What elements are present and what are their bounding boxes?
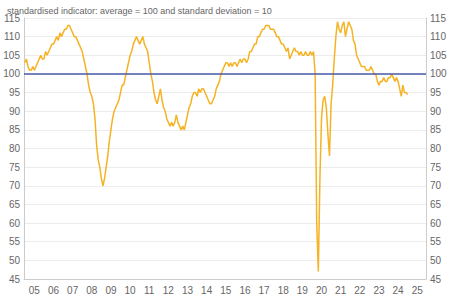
svg-text:115: 115 bbox=[4, 12, 20, 24]
svg-text:70: 70 bbox=[430, 180, 442, 191]
svg-text:07: 07 bbox=[67, 285, 79, 296]
svg-text:65: 65 bbox=[9, 199, 21, 210]
svg-text:80: 80 bbox=[430, 143, 442, 154]
svg-text:21: 21 bbox=[335, 285, 347, 296]
svg-text:45: 45 bbox=[430, 274, 442, 285]
svg-text:55: 55 bbox=[430, 236, 442, 247]
svg-text:100: 100 bbox=[430, 68, 447, 79]
svg-text:55: 55 bbox=[9, 236, 21, 247]
svg-text:14: 14 bbox=[201, 285, 213, 296]
svg-text:90: 90 bbox=[430, 106, 442, 117]
svg-text:80: 80 bbox=[9, 143, 21, 154]
svg-text:75: 75 bbox=[430, 162, 442, 173]
svg-text:100: 100 bbox=[3, 68, 20, 79]
svg-text:05: 05 bbox=[29, 285, 41, 296]
svg-text:45: 45 bbox=[9, 274, 21, 285]
svg-text:19: 19 bbox=[297, 285, 309, 296]
svg-text:95: 95 bbox=[430, 87, 442, 98]
svg-text:65: 65 bbox=[430, 199, 442, 210]
svg-text:85: 85 bbox=[9, 124, 21, 135]
svg-text:23: 23 bbox=[373, 285, 385, 296]
svg-text:90: 90 bbox=[9, 106, 21, 117]
svg-text:06: 06 bbox=[48, 285, 60, 296]
svg-text:105: 105 bbox=[3, 50, 20, 61]
svg-text:16: 16 bbox=[239, 285, 251, 296]
svg-text:60: 60 bbox=[430, 218, 442, 229]
svg-text:25: 25 bbox=[412, 285, 424, 296]
svg-text:08: 08 bbox=[86, 285, 98, 296]
svg-text:85: 85 bbox=[430, 124, 442, 135]
svg-text:12: 12 bbox=[163, 285, 175, 296]
svg-text:17: 17 bbox=[259, 285, 271, 296]
svg-text:13: 13 bbox=[182, 285, 194, 296]
svg-text:95: 95 bbox=[9, 87, 21, 98]
svg-text:75: 75 bbox=[9, 162, 21, 173]
svg-text:20: 20 bbox=[316, 285, 328, 296]
svg-text:60: 60 bbox=[9, 218, 21, 229]
svg-text:22: 22 bbox=[354, 285, 366, 296]
svg-text:105: 105 bbox=[430, 50, 447, 61]
svg-text:70: 70 bbox=[9, 180, 21, 191]
svg-text:110: 110 bbox=[4, 31, 20, 42]
svg-text:10: 10 bbox=[125, 285, 137, 296]
svg-text:standardised indicator: averag: standardised indicator: average = 100 an… bbox=[7, 6, 272, 16]
svg-text:110: 110 bbox=[430, 31, 446, 42]
svg-text:115: 115 bbox=[430, 13, 446, 24]
svg-text:15: 15 bbox=[220, 285, 232, 296]
svg-text:11: 11 bbox=[144, 285, 155, 296]
svg-text:50: 50 bbox=[430, 255, 442, 266]
svg-text:18: 18 bbox=[278, 285, 290, 296]
svg-text:50: 50 bbox=[9, 255, 21, 266]
svg-text:09: 09 bbox=[105, 285, 117, 296]
svg-text:24: 24 bbox=[393, 285, 405, 296]
